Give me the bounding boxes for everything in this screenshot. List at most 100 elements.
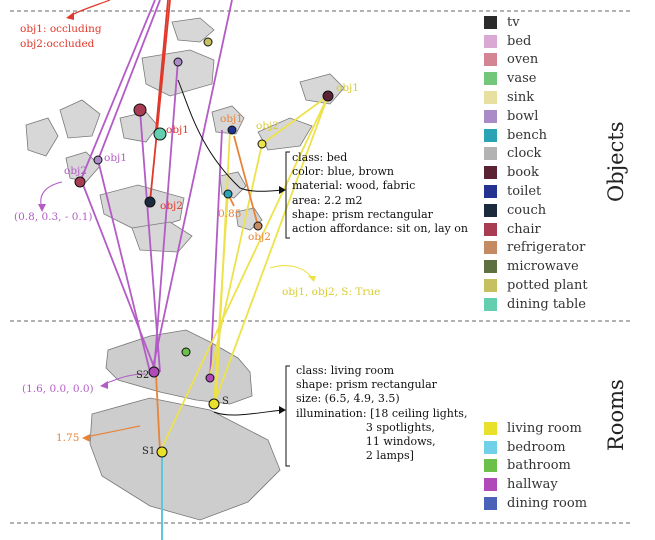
rooms-floorplan-top xyxy=(105,329,253,405)
legend-item: living room xyxy=(484,419,587,438)
room-info-arrowhead xyxy=(279,406,286,414)
info-line: material: wood, fabric xyxy=(292,179,416,193)
node-refrigerator xyxy=(253,221,263,231)
legend-item: chair xyxy=(484,220,588,239)
legend-label: tv xyxy=(507,14,520,30)
object-cloud-bed xyxy=(99,184,185,233)
object-coordinate-label: (0.8, 0.3, - 0.1) xyxy=(14,211,93,223)
legend-item: vase xyxy=(484,69,588,88)
object-info-bracket xyxy=(285,151,290,239)
legend-swatch xyxy=(484,421,497,435)
legend-item: bowl xyxy=(484,107,588,126)
legend-item: sink xyxy=(484,88,588,107)
red-arrow-occluding xyxy=(69,0,111,17)
legend-swatch xyxy=(484,72,497,86)
legend-label: dining room xyxy=(507,496,588,512)
info-line: color: blue, brown xyxy=(292,165,394,179)
object-cloud-small2 xyxy=(119,111,159,143)
legend-swatch xyxy=(484,34,497,48)
node-potted-plant xyxy=(203,37,213,47)
spatial-relation-label: obj1, obj2, S: True xyxy=(282,286,381,298)
info-line: class: bed xyxy=(292,151,348,164)
node-bowl xyxy=(93,155,103,165)
purple-line-6 xyxy=(97,159,151,373)
legend-swatch xyxy=(484,91,497,105)
room-distance-label: 1.75 xyxy=(56,432,80,444)
purple-line-4 xyxy=(151,0,233,373)
node-hallway-2 xyxy=(205,373,215,383)
object-info-curve xyxy=(177,79,283,192)
object-point-cloud xyxy=(25,17,345,253)
purple-coord-arrowhead-rooms xyxy=(100,381,108,389)
legend-item: clock xyxy=(484,145,588,164)
hallway-links xyxy=(79,0,233,381)
node-chair xyxy=(74,176,86,188)
room-nodes xyxy=(148,347,220,458)
obj2-label-purple: obj2 xyxy=(64,165,87,177)
node-vase xyxy=(153,127,167,141)
legend-label: bed xyxy=(507,33,532,49)
object-cloud-table xyxy=(131,221,193,253)
room-info-list: class: living room shape: prism rectangul… xyxy=(296,364,467,463)
legend-swatch xyxy=(484,459,497,473)
legend-item: tv xyxy=(484,13,588,32)
legend-item: book xyxy=(484,163,588,182)
yellow-arrowhead xyxy=(308,276,316,282)
occluding-label: obj1: occluding xyxy=(20,23,102,35)
occluded-label: obj2:occluded xyxy=(20,38,95,50)
occlusion-links xyxy=(66,0,171,203)
legend-item: bedroom xyxy=(484,438,587,457)
obj2-label-orange: obj2 xyxy=(248,231,271,243)
legend-label: book xyxy=(507,165,539,181)
red-arrowhead xyxy=(66,12,74,20)
object-nodes xyxy=(74,37,334,231)
legend-swatch xyxy=(484,128,497,142)
node-living-room-2 xyxy=(156,446,168,458)
info-connectors xyxy=(177,79,286,416)
info-line: action affordance: sit on, lay on xyxy=(292,222,468,236)
legend-label: dining table xyxy=(507,296,586,312)
objects-section-label: Objects xyxy=(604,121,628,202)
legend-swatch xyxy=(484,478,497,492)
legend-item: bed xyxy=(484,32,588,51)
legend-label: sink xyxy=(507,90,535,106)
legend-label: hallway xyxy=(507,477,558,493)
room-info-bracket xyxy=(285,365,290,467)
obj1-label-purple: obj1 xyxy=(104,152,127,164)
object-distance-label: 0.85 xyxy=(218,208,242,220)
legend-item: toilet xyxy=(484,182,588,201)
purple-line-3 xyxy=(153,59,179,373)
object-info-list: class: bed color: blue, brown material: wo… xyxy=(292,151,468,236)
legend-label: chair xyxy=(507,221,541,237)
legend-item: dining table xyxy=(484,295,588,314)
purple-line-8 xyxy=(139,109,161,373)
node-couch-obj xyxy=(144,196,156,208)
rooms-point-cloud xyxy=(89,329,281,521)
purple-line-7 xyxy=(209,129,223,381)
rooms-section-label: Rooms xyxy=(604,379,628,451)
legend-swatch xyxy=(484,53,497,67)
legend-item: bench xyxy=(484,126,588,145)
objects-legend: tv bed oven vase sink bowl bench clock book toile… xyxy=(484,13,588,314)
node-desk xyxy=(173,57,183,67)
legend-swatch xyxy=(484,497,497,511)
legend-swatch xyxy=(484,203,497,217)
legend-item: potted plant xyxy=(484,276,588,295)
legend-swatch xyxy=(484,185,497,199)
legend-label: bench xyxy=(507,127,548,143)
rooms-floorplan-bottom xyxy=(89,397,281,521)
node-bathroom xyxy=(181,347,191,357)
legend-item: couch xyxy=(484,201,588,220)
object-cloud-desk xyxy=(141,49,215,97)
room-s1-label: S1 xyxy=(142,446,156,457)
info-line: shape: prism rectangular xyxy=(292,207,433,221)
yellow-line-2 xyxy=(213,95,329,405)
info-line: class: living room xyxy=(296,364,395,377)
legend-label: oven xyxy=(507,52,539,68)
obj1-label-yellow: obj1 xyxy=(336,82,359,94)
legend-label: living room xyxy=(507,420,582,436)
info-line: 11 windows, xyxy=(296,435,436,449)
legend-swatch xyxy=(484,109,497,123)
node-book xyxy=(322,90,334,102)
legend-swatch xyxy=(484,440,497,454)
